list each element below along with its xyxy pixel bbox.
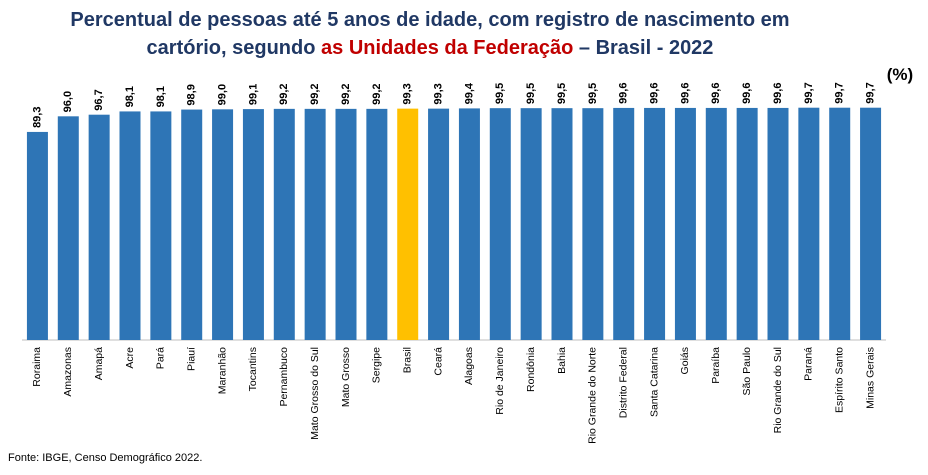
x-tick-label: Amapá bbox=[93, 347, 105, 380]
x-tick-label: Brasil bbox=[401, 347, 413, 373]
x-tick-label: Goiás bbox=[679, 347, 691, 374]
value-label: 99,6 bbox=[772, 83, 784, 104]
x-tick-label: Bahia bbox=[556, 347, 568, 374]
title-segment: – Brasil - 2022 bbox=[573, 37, 713, 59]
value-label: 99,2 bbox=[309, 83, 321, 104]
x-tick-label: Tocantins bbox=[247, 347, 259, 391]
chart-title: Percentual de pessoas até 5 anos de idad… bbox=[70, 9, 789, 31]
bar bbox=[798, 107, 820, 340]
unit-label: (%) bbox=[887, 65, 913, 84]
value-label: 99,3 bbox=[432, 83, 444, 104]
value-label: 99,6 bbox=[679, 83, 691, 104]
value-label: 99,2 bbox=[371, 83, 383, 104]
value-label: 99,7 bbox=[803, 82, 815, 103]
value-label: 99,4 bbox=[463, 82, 475, 104]
title-segment: Percentual de pessoas até 5 anos de idad… bbox=[70, 9, 789, 31]
bar bbox=[57, 116, 79, 340]
bar bbox=[489, 108, 511, 340]
bar bbox=[582, 108, 604, 340]
value-label: 99,7 bbox=[864, 82, 876, 103]
bar bbox=[736, 107, 758, 340]
value-label: 99,6 bbox=[741, 83, 753, 104]
bar bbox=[242, 109, 264, 340]
x-tick-label: Acre bbox=[124, 347, 136, 369]
x-tick-label: Mato Grosso do Sul bbox=[309, 347, 321, 440]
bar bbox=[458, 108, 480, 340]
title-segment: cartório, segundo bbox=[147, 37, 321, 59]
value-label: 99,3 bbox=[402, 83, 414, 104]
value-label: 99,1 bbox=[247, 84, 259, 105]
bar bbox=[674, 107, 696, 340]
x-tick-label: Rondônia bbox=[525, 347, 537, 392]
value-label: 99,6 bbox=[710, 83, 722, 104]
x-tick-label: Amazonas bbox=[62, 347, 74, 397]
x-tick-label: Pernambuco bbox=[278, 347, 290, 407]
bar bbox=[366, 108, 388, 340]
bar bbox=[767, 107, 789, 340]
x-tick-label: Sergipe bbox=[371, 347, 383, 383]
bar bbox=[551, 108, 573, 340]
value-label: 99,6 bbox=[648, 83, 660, 104]
bar bbox=[273, 108, 295, 340]
value-label: 98,1 bbox=[155, 86, 167, 107]
x-tick-label: Rio de Janeiro bbox=[494, 347, 506, 415]
value-label: 99,5 bbox=[525, 83, 537, 104]
bar bbox=[705, 107, 727, 340]
x-tick-label: Ceará bbox=[432, 347, 444, 376]
x-tick-label: Alagoas bbox=[463, 347, 475, 385]
x-tick-label: Mato Grosso bbox=[340, 347, 352, 407]
source: Fonte: IBGE, Censo Demográfico 2022. bbox=[8, 452, 202, 464]
value-label: 99,2 bbox=[278, 83, 290, 104]
chart-title: cartório, segundo as Unidades da Federaç… bbox=[147, 37, 714, 59]
value-label: 96,0 bbox=[62, 91, 74, 112]
x-tick-label: Maranhão bbox=[216, 347, 228, 394]
value-label: 99,2 bbox=[340, 83, 352, 104]
value-label: 96,7 bbox=[93, 89, 105, 110]
x-tick-label: Espírito Santo bbox=[833, 347, 845, 413]
x-tick-label: São Paulo bbox=[741, 347, 753, 396]
value-label: 99,0 bbox=[216, 84, 228, 105]
bar bbox=[304, 108, 326, 340]
value-label: 99,5 bbox=[556, 83, 568, 104]
x-tick-label: Paraná bbox=[803, 347, 815, 381]
title-segment: as Unidades da Federação bbox=[321, 37, 573, 59]
bar bbox=[181, 109, 203, 340]
x-tick-label: Distrito Federal bbox=[617, 347, 629, 418]
x-tick-label: Rio Grande do Norte bbox=[587, 347, 599, 444]
bar bbox=[613, 107, 635, 340]
bar bbox=[860, 107, 882, 340]
value-label: 99,6 bbox=[618, 83, 630, 104]
value-label: 89,3 bbox=[31, 107, 43, 128]
bar bbox=[829, 107, 851, 340]
value-label: 98,1 bbox=[124, 86, 136, 107]
bar bbox=[428, 108, 450, 340]
bar bbox=[397, 108, 419, 340]
x-tick-label: Santa Catarina bbox=[648, 347, 660, 417]
bar bbox=[119, 111, 141, 340]
value-label: 98,9 bbox=[186, 84, 198, 105]
value-label: 99,5 bbox=[494, 83, 506, 104]
bar bbox=[212, 109, 234, 340]
bar bbox=[26, 131, 48, 340]
x-tick-label: Minas Gerais bbox=[864, 347, 876, 409]
x-tick-label: Pará bbox=[155, 347, 167, 369]
bar bbox=[150, 111, 172, 340]
bar bbox=[335, 108, 357, 340]
x-tick-label: Roraima bbox=[31, 347, 43, 387]
x-tick-label: Piauí bbox=[185, 347, 197, 371]
bar bbox=[520, 108, 542, 340]
x-tick-label: Rio Grande do Sul bbox=[772, 347, 784, 433]
bar bbox=[88, 114, 110, 341]
value-label: 99,5 bbox=[587, 83, 599, 104]
value-label: 99,7 bbox=[834, 82, 846, 103]
x-tick-label: Paraíba bbox=[710, 347, 722, 384]
bar bbox=[644, 107, 666, 340]
